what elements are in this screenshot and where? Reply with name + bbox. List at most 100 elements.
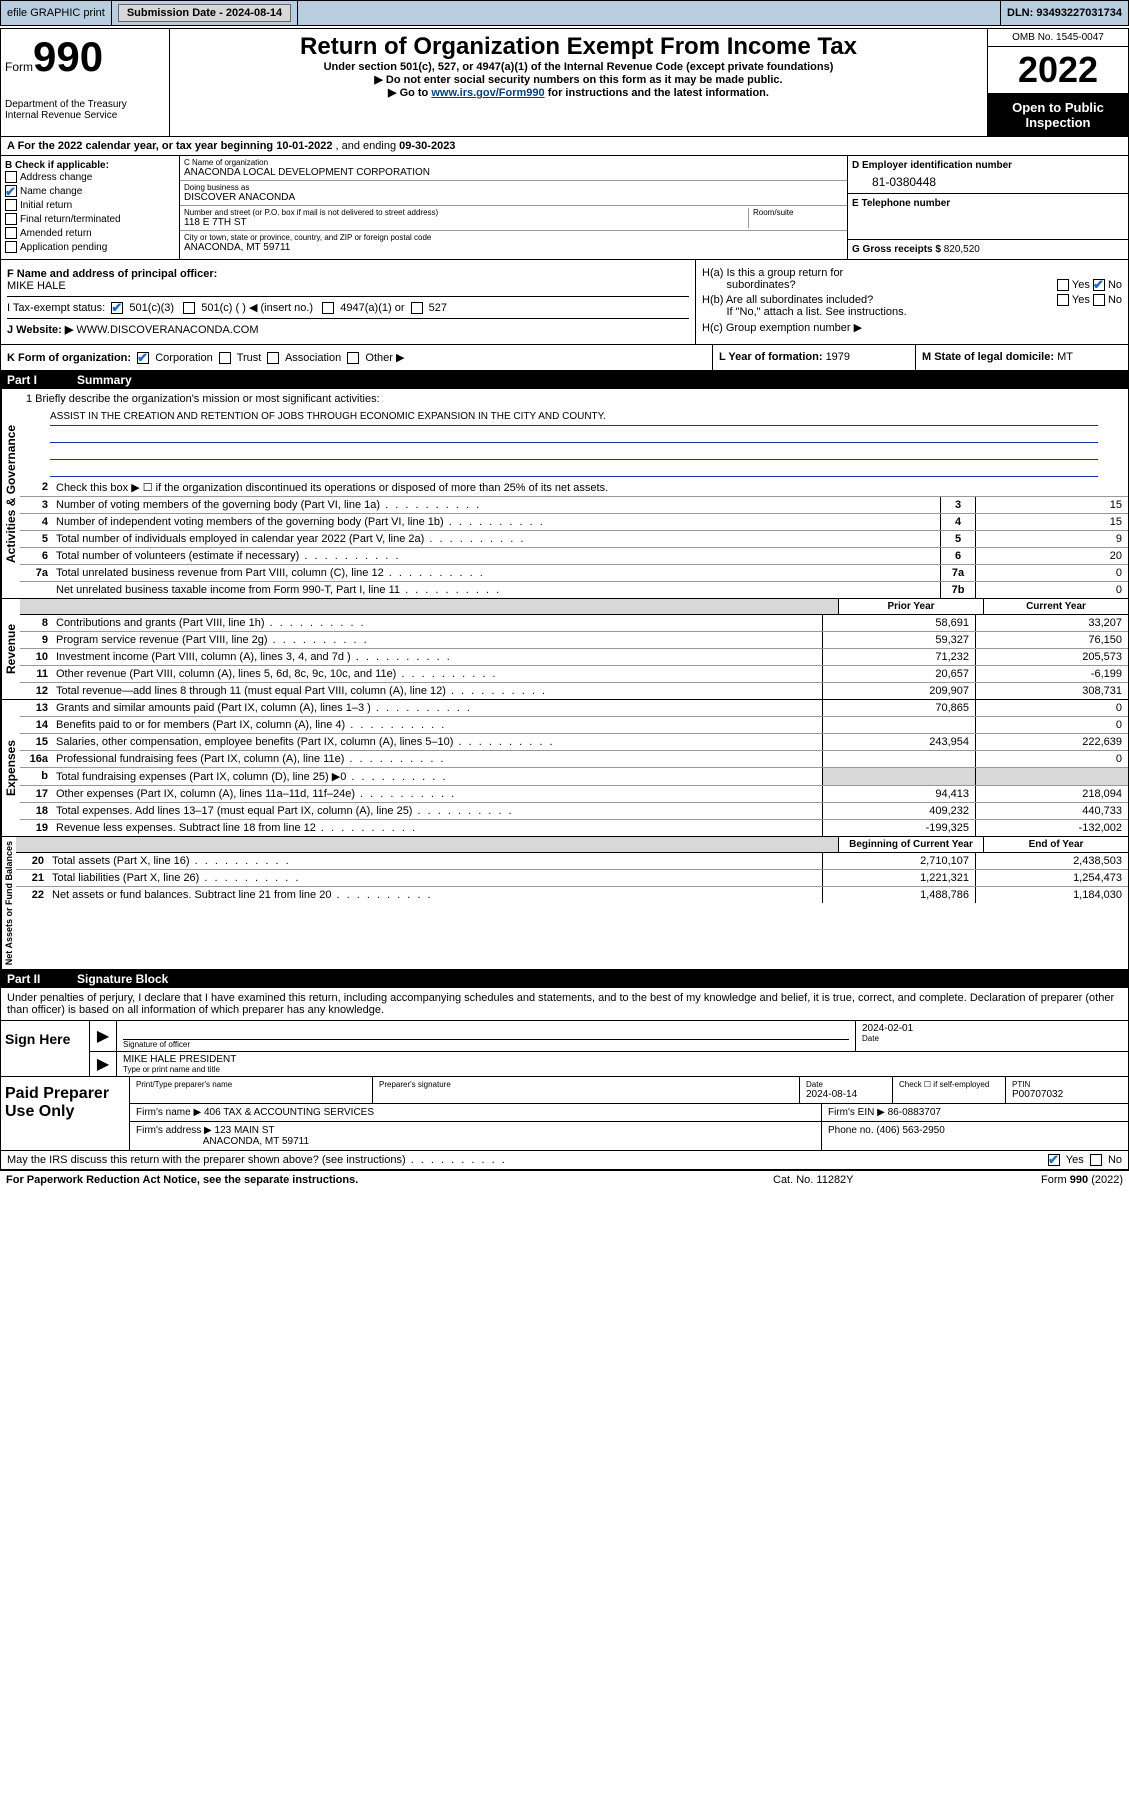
gov-row: Net unrelated business taxable income fr… [20, 582, 1128, 598]
sig-date: 2024-02-01 [862, 1023, 1122, 1034]
block-revenue: Revenue Prior Year Current Year 8Contrib… [1, 599, 1128, 700]
chk-app-pending[interactable]: Application pending [5, 241, 175, 255]
row-f: F Name and address of principal officer:… [7, 268, 689, 292]
table-row: 13Grants and similar amounts paid (Part … [20, 700, 1128, 717]
omb-number: OMB No. 1545-0047 [988, 29, 1128, 47]
chk-hb-yes[interactable] [1057, 294, 1069, 306]
chk-ha-yes[interactable] [1057, 279, 1069, 291]
gross-cell: G Gross receipts $ 820,520 [848, 240, 1128, 259]
footer: For Paperwork Reduction Act Notice, see … [0, 1171, 1129, 1189]
org-name: ANACONDA LOCAL DEVELOPMENT CORPORATION [184, 167, 843, 178]
part1-header: Part I Summary [1, 371, 1128, 389]
line-a: A For the 2022 calendar year, or tax yea… [1, 137, 1128, 156]
chk-final[interactable]: Final return/terminated [5, 213, 175, 227]
chk-name-change[interactable]: Name change [5, 185, 175, 199]
col-d: D Employer identification number 81-0380… [848, 156, 1128, 259]
mission-blank-1 [50, 428, 1098, 443]
chk-501c[interactable] [183, 302, 195, 314]
exp-body: 13Grants and similar amounts paid (Part … [20, 700, 1128, 836]
row-i: I Tax-exempt status: 501(c)(3) 501(c) ( … [7, 296, 689, 314]
form-990: Form990 Department of the Treasury Inter… [0, 28, 1129, 1171]
row-k: K Form of organization: Corporation Trus… [1, 345, 713, 370]
arrow-icon: ▶ [90, 1052, 117, 1076]
table-row: 18Total expenses. Add lines 13–17 (must … [20, 803, 1128, 820]
phone [852, 209, 1124, 213]
row-j: J Website: ▶ WWW.DISCOVERANACONDA.COM [7, 318, 689, 336]
firm-phone: (406) 563-2950 [876, 1125, 944, 1136]
topbar-spacer [298, 1, 1001, 25]
firm-name: 406 TAX & ACCOUNTING SERVICES [204, 1107, 374, 1118]
irs-label: Internal Revenue Service [5, 110, 165, 121]
goto-line: ▶ Go to www.irs.gov/Form990 for instruct… [178, 86, 979, 99]
rev-body: Prior Year Current Year 8Contributions a… [20, 599, 1128, 699]
firm-addr1: 123 MAIN ST [215, 1125, 275, 1136]
chk-corp[interactable] [137, 352, 149, 364]
chk-amended[interactable]: Amended return [5, 227, 175, 241]
row-hb: H(b) Are all subordinates included? Yes … [702, 294, 1122, 318]
table-row: 15Salaries, other compensation, employee… [20, 734, 1128, 751]
ein: 81-0380448 [852, 171, 1124, 189]
chk-501c3[interactable] [111, 302, 123, 314]
chk-assoc[interactable] [267, 352, 279, 364]
footer-mid: Cat. No. 11282Y [773, 1174, 973, 1186]
sign-here-right: ▶ Signature of officer 2024-02-01 Date ▶… [90, 1021, 1128, 1076]
chk-address[interactable]: Address change [5, 171, 175, 185]
header-row: Form990 Department of the Treasury Inter… [1, 29, 1128, 137]
table-row: 8Contributions and grants (Part VIII, li… [20, 615, 1128, 632]
addr-cell: Number and street (or P.O. box if mail i… [180, 206, 847, 231]
gov-row: 3Number of voting members of the governi… [20, 497, 1128, 514]
preparer-table: Paid Preparer Use Only Print/Type prepar… [1, 1077, 1128, 1151]
mission-q: 1 Briefly describe the organization's mi… [20, 389, 1128, 409]
col-c: C Name of organization ANACONDA LOCAL DE… [180, 156, 848, 259]
gov-row-2: 2Check this box ▶ ☐ if the organization … [20, 479, 1128, 497]
table-row: bTotal fundraising expenses (Part IX, co… [20, 768, 1128, 786]
dept-label: Department of the Treasury [5, 99, 165, 110]
ptin: P00707032 [1012, 1089, 1063, 1100]
chk-initial[interactable]: Initial return [5, 199, 175, 213]
table-row: 11Other revenue (Part VIII, column (A), … [20, 666, 1128, 683]
chk-527[interactable] [411, 302, 423, 314]
header-right: OMB No. 1545-0047 2022 Open to PublicIns… [987, 29, 1128, 136]
chk-may-no[interactable] [1090, 1154, 1102, 1166]
ssn-notice: ▶ Do not enter social security numbers o… [178, 73, 979, 86]
chk-may-yes[interactable] [1048, 1154, 1060, 1166]
prep-row-3: Firm's address ▶ 123 MAIN ST ANACONDA, M… [130, 1122, 1128, 1150]
section-klm: K Form of organization: Corporation Trus… [1, 345, 1128, 371]
vlabel-expenses: Expenses [1, 700, 20, 836]
table-row: 17Other expenses (Part IX, column (A), l… [20, 786, 1128, 803]
officer-name: MIKE HALE PRESIDENT [123, 1054, 1122, 1065]
prep-row-2: Firm's name ▶ 406 TAX & ACCOUNTING SERVI… [130, 1104, 1128, 1122]
row-l: L Year of formation: 1979 [713, 345, 916, 370]
firm-addr2: ANACONDA, MT 59711 [203, 1136, 309, 1147]
section-fhijk: F Name and address of principal officer:… [1, 260, 1128, 345]
chk-ha-no[interactable] [1093, 279, 1105, 291]
dln-cell: DLN: 93493227031734 [1001, 1, 1128, 25]
mission-blank-2 [50, 445, 1098, 460]
vlabel-governance: Activities & Governance [1, 389, 20, 598]
chk-hb-no[interactable] [1093, 294, 1105, 306]
preparer-right: Print/Type preparer's name Preparer's si… [130, 1077, 1128, 1150]
chk-trust[interactable] [219, 352, 231, 364]
table-row: 9Program service revenue (Part VIII, lin… [20, 632, 1128, 649]
street-address: 118 E 7TH ST [184, 217, 748, 228]
header-left: Form990 Department of the Treasury Inter… [1, 29, 170, 136]
block-netassets: Net Assets or Fund Balances Beginning of… [1, 837, 1128, 970]
col-b: B Check if applicable: Address change Na… [1, 156, 180, 259]
footer-right: Form 990 (2022) [973, 1174, 1123, 1186]
city-cell: City or town, state or province, country… [180, 231, 847, 255]
form-word: Form [5, 60, 33, 74]
irs-link[interactable]: www.irs.gov/Form990 [431, 87, 544, 99]
part2-header: Part II Signature Block [1, 970, 1128, 988]
submission-button[interactable]: Submission Date - 2024-08-14 [118, 4, 291, 22]
fhijk-left: F Name and address of principal officer:… [1, 260, 696, 344]
table-row: 20Total assets (Part X, line 16)2,710,10… [16, 853, 1128, 870]
mission-answer: ASSIST IN THE CREATION AND RETENTION OF … [50, 411, 1098, 426]
chk-other[interactable] [347, 352, 359, 364]
table-row: 14Benefits paid to or for members (Part … [20, 717, 1128, 734]
na-body: Beginning of Current Year End of Year 20… [16, 837, 1128, 969]
firm-ein: 86-0883707 [888, 1107, 941, 1118]
col-b-header: B Check if applicable: [5, 160, 109, 171]
table-row: 22Net assets or fund balances. Subtract … [16, 887, 1128, 903]
chk-4947[interactable] [322, 302, 334, 314]
gov-row: 5Total number of individuals employed in… [20, 531, 1128, 548]
